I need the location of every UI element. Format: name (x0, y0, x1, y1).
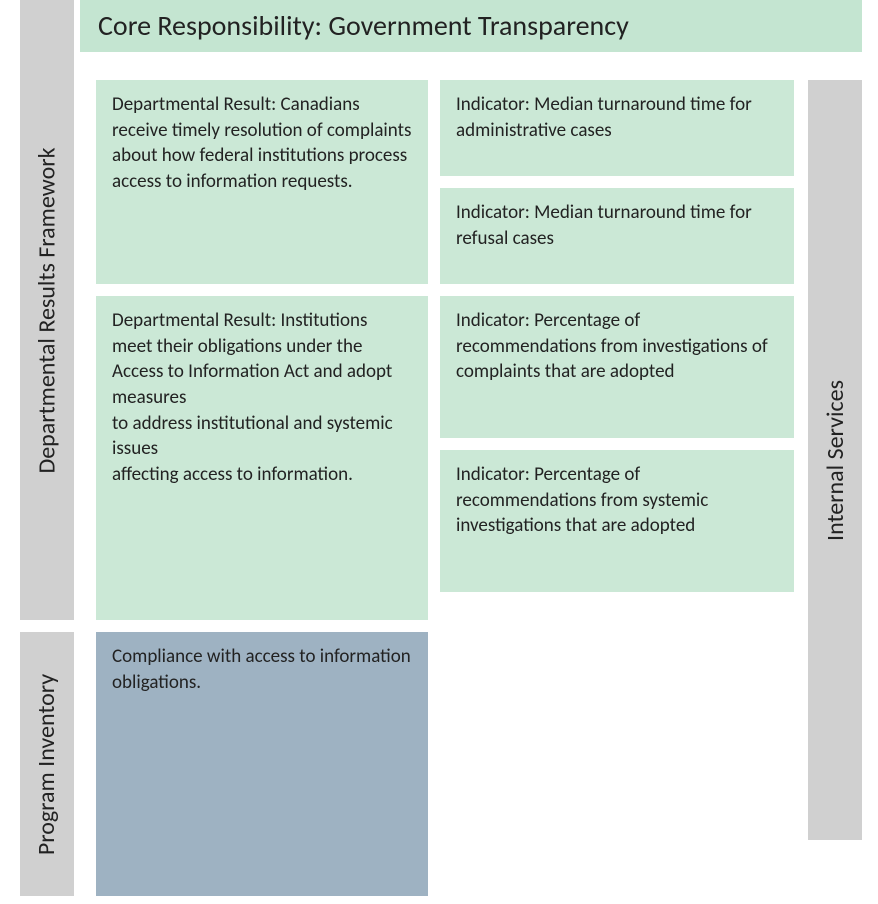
departmental-result-2: Departmental Result: Institutions meet t… (96, 296, 428, 620)
indicator-2-2: Indicator: Percentage of recommendations… (440, 450, 794, 592)
indicator-2-1: Indicator: Percentage of recommendations… (440, 296, 794, 438)
right-rail-internal-services-label: Internal Services (821, 380, 850, 541)
left-rail-results-framework-label: Departmental Results Framework (33, 147, 62, 473)
core-responsibility-title: Core Responsibility: Government Transpar… (98, 7, 629, 45)
left-rail-program-inventory: Program Inventory (20, 632, 74, 896)
indicator-1-2: Indicator: Median turnaround time for re… (440, 188, 794, 284)
left-rail-results-framework: Departmental Results Framework (20, 0, 74, 620)
program-inventory-box: Compliance with access to information ob… (96, 632, 428, 896)
core-responsibility-header: Core Responsibility: Government Transpar… (80, 0, 862, 52)
left-rail-program-inventory-label: Program Inventory (33, 673, 62, 854)
indicator-1-1: Indicator: Median turnaround time for ad… (440, 80, 794, 176)
right-rail-internal-services: Internal Services (808, 80, 862, 840)
departmental-result-1: Departmental Result: Canadians receive t… (96, 80, 428, 284)
